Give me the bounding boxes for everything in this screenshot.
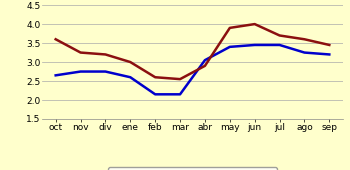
Región de Murcia xyxy=(78,52,83,54)
Legend: España, Región de Murcia: España, Región de Murcia xyxy=(108,167,277,170)
España xyxy=(153,93,157,95)
España xyxy=(178,93,182,95)
Región de Murcia xyxy=(302,38,307,40)
España xyxy=(278,44,282,46)
Región de Murcia xyxy=(253,23,257,25)
Line: España: España xyxy=(56,45,329,94)
Región de Murcia xyxy=(278,35,282,37)
España xyxy=(103,71,107,73)
España xyxy=(128,76,132,78)
Región de Murcia xyxy=(128,61,132,63)
Región de Murcia xyxy=(54,38,58,40)
España xyxy=(78,71,83,73)
España xyxy=(253,44,257,46)
Región de Murcia xyxy=(103,53,107,55)
España xyxy=(54,74,58,76)
Región de Murcia xyxy=(153,76,157,78)
España xyxy=(228,46,232,48)
España xyxy=(327,53,331,55)
España xyxy=(302,52,307,54)
Región de Murcia xyxy=(228,27,232,29)
Line: Región de Murcia: Región de Murcia xyxy=(56,24,329,79)
España xyxy=(203,59,207,61)
Región de Murcia xyxy=(178,78,182,80)
Región de Murcia xyxy=(327,44,331,46)
Región de Murcia xyxy=(203,65,207,67)
